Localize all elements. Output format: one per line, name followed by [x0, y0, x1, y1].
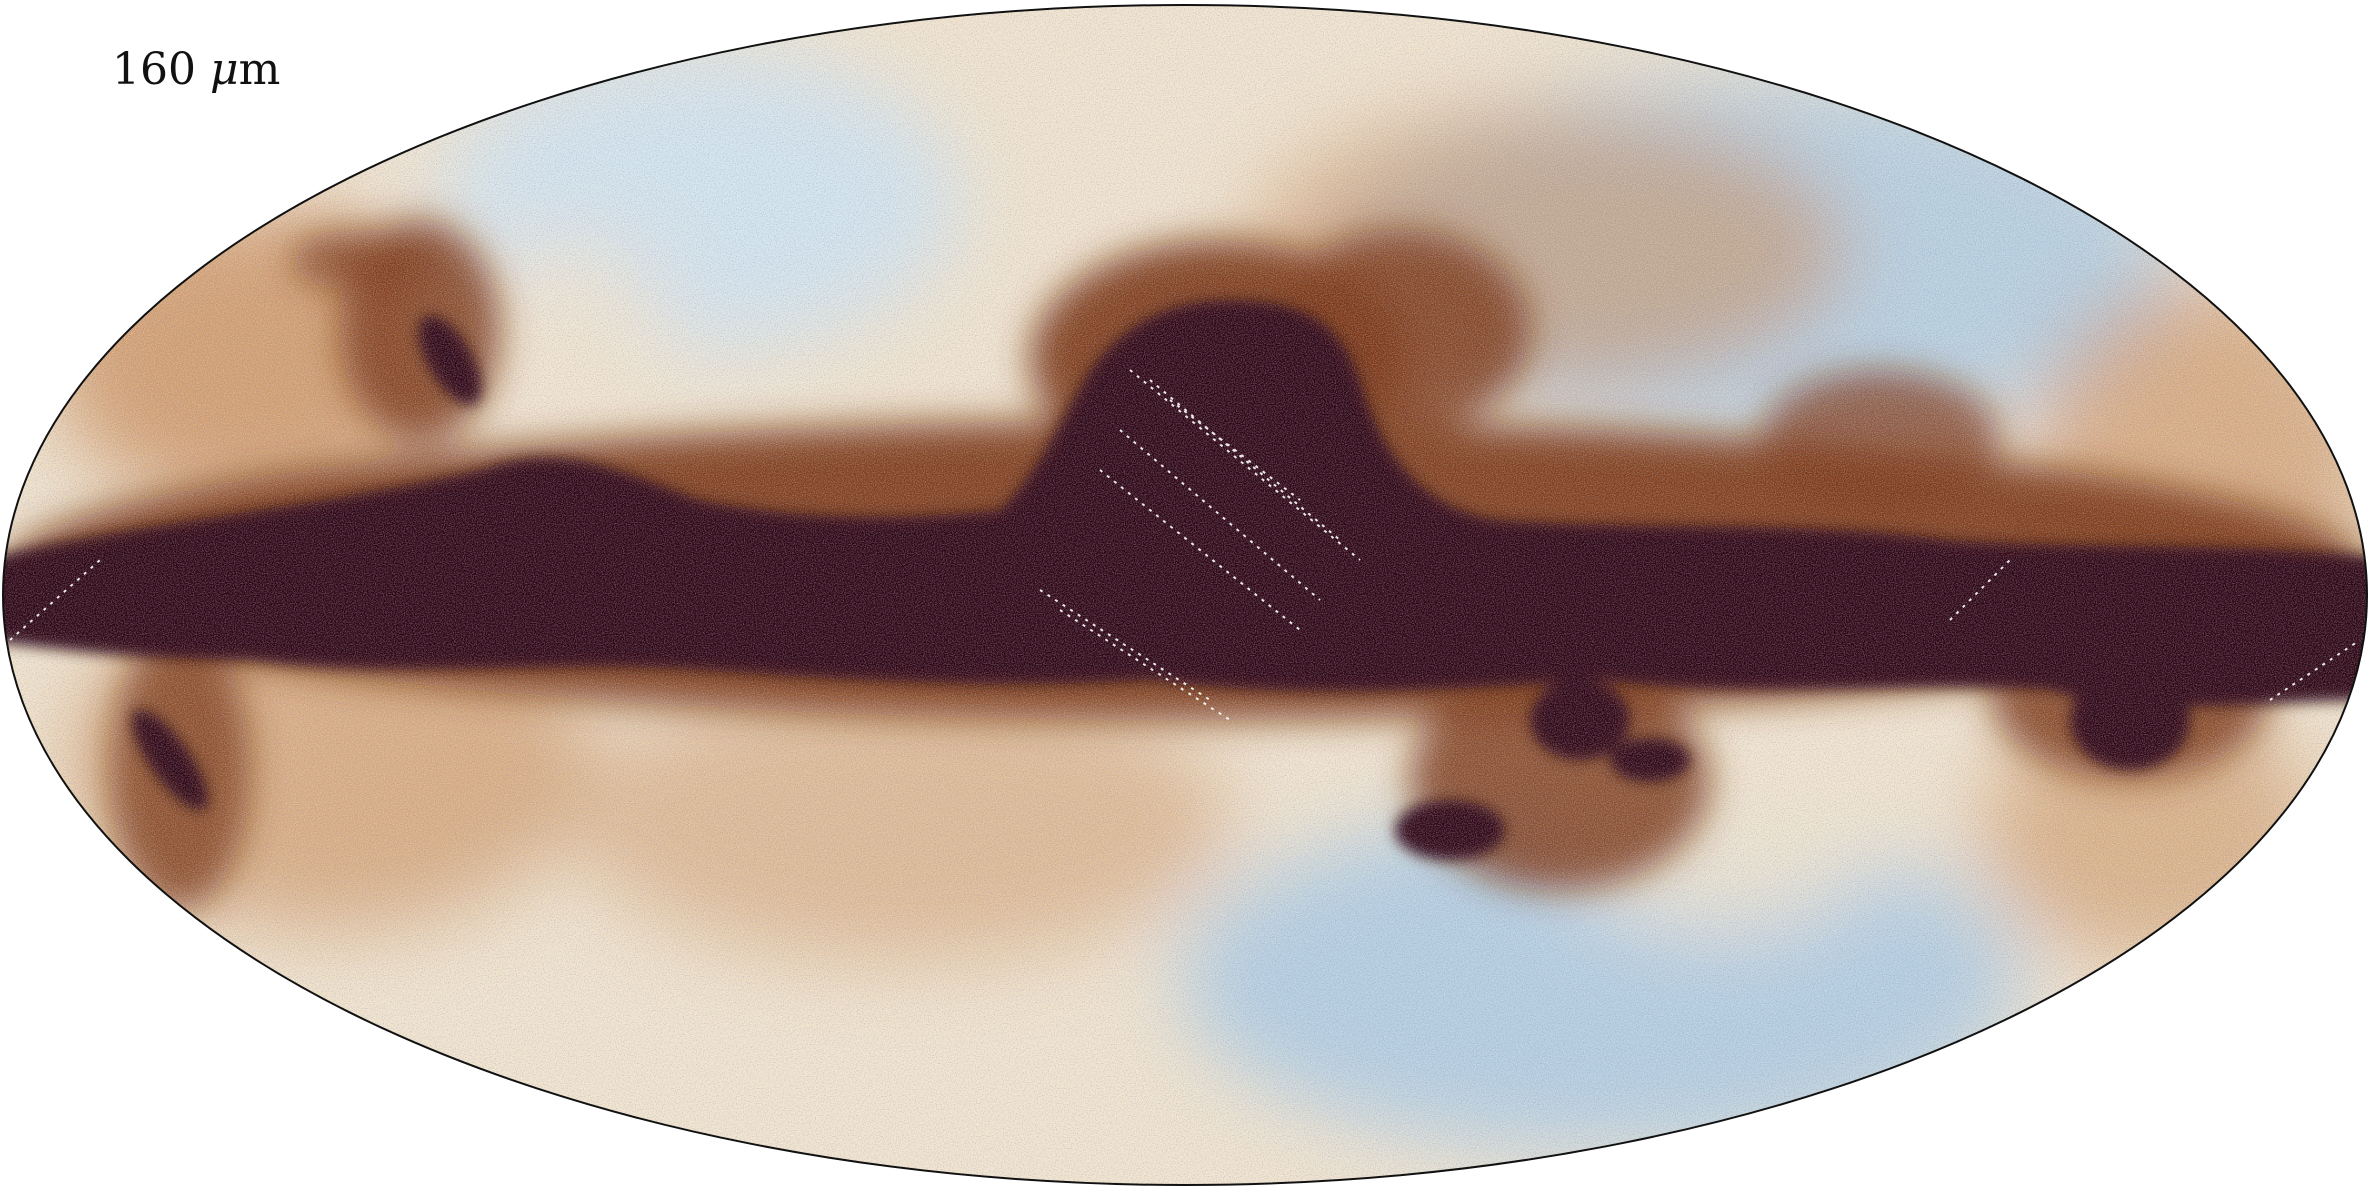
unit-meter: m: [238, 44, 281, 95]
unit-mu-symbol: μ: [209, 44, 239, 95]
wavelength-label: 160 μm: [112, 44, 280, 95]
scan-artifact-stripes: [9, 369, 2361, 721]
map-outline: [2, 4, 2368, 1186]
band-value: 160: [112, 44, 196, 95]
